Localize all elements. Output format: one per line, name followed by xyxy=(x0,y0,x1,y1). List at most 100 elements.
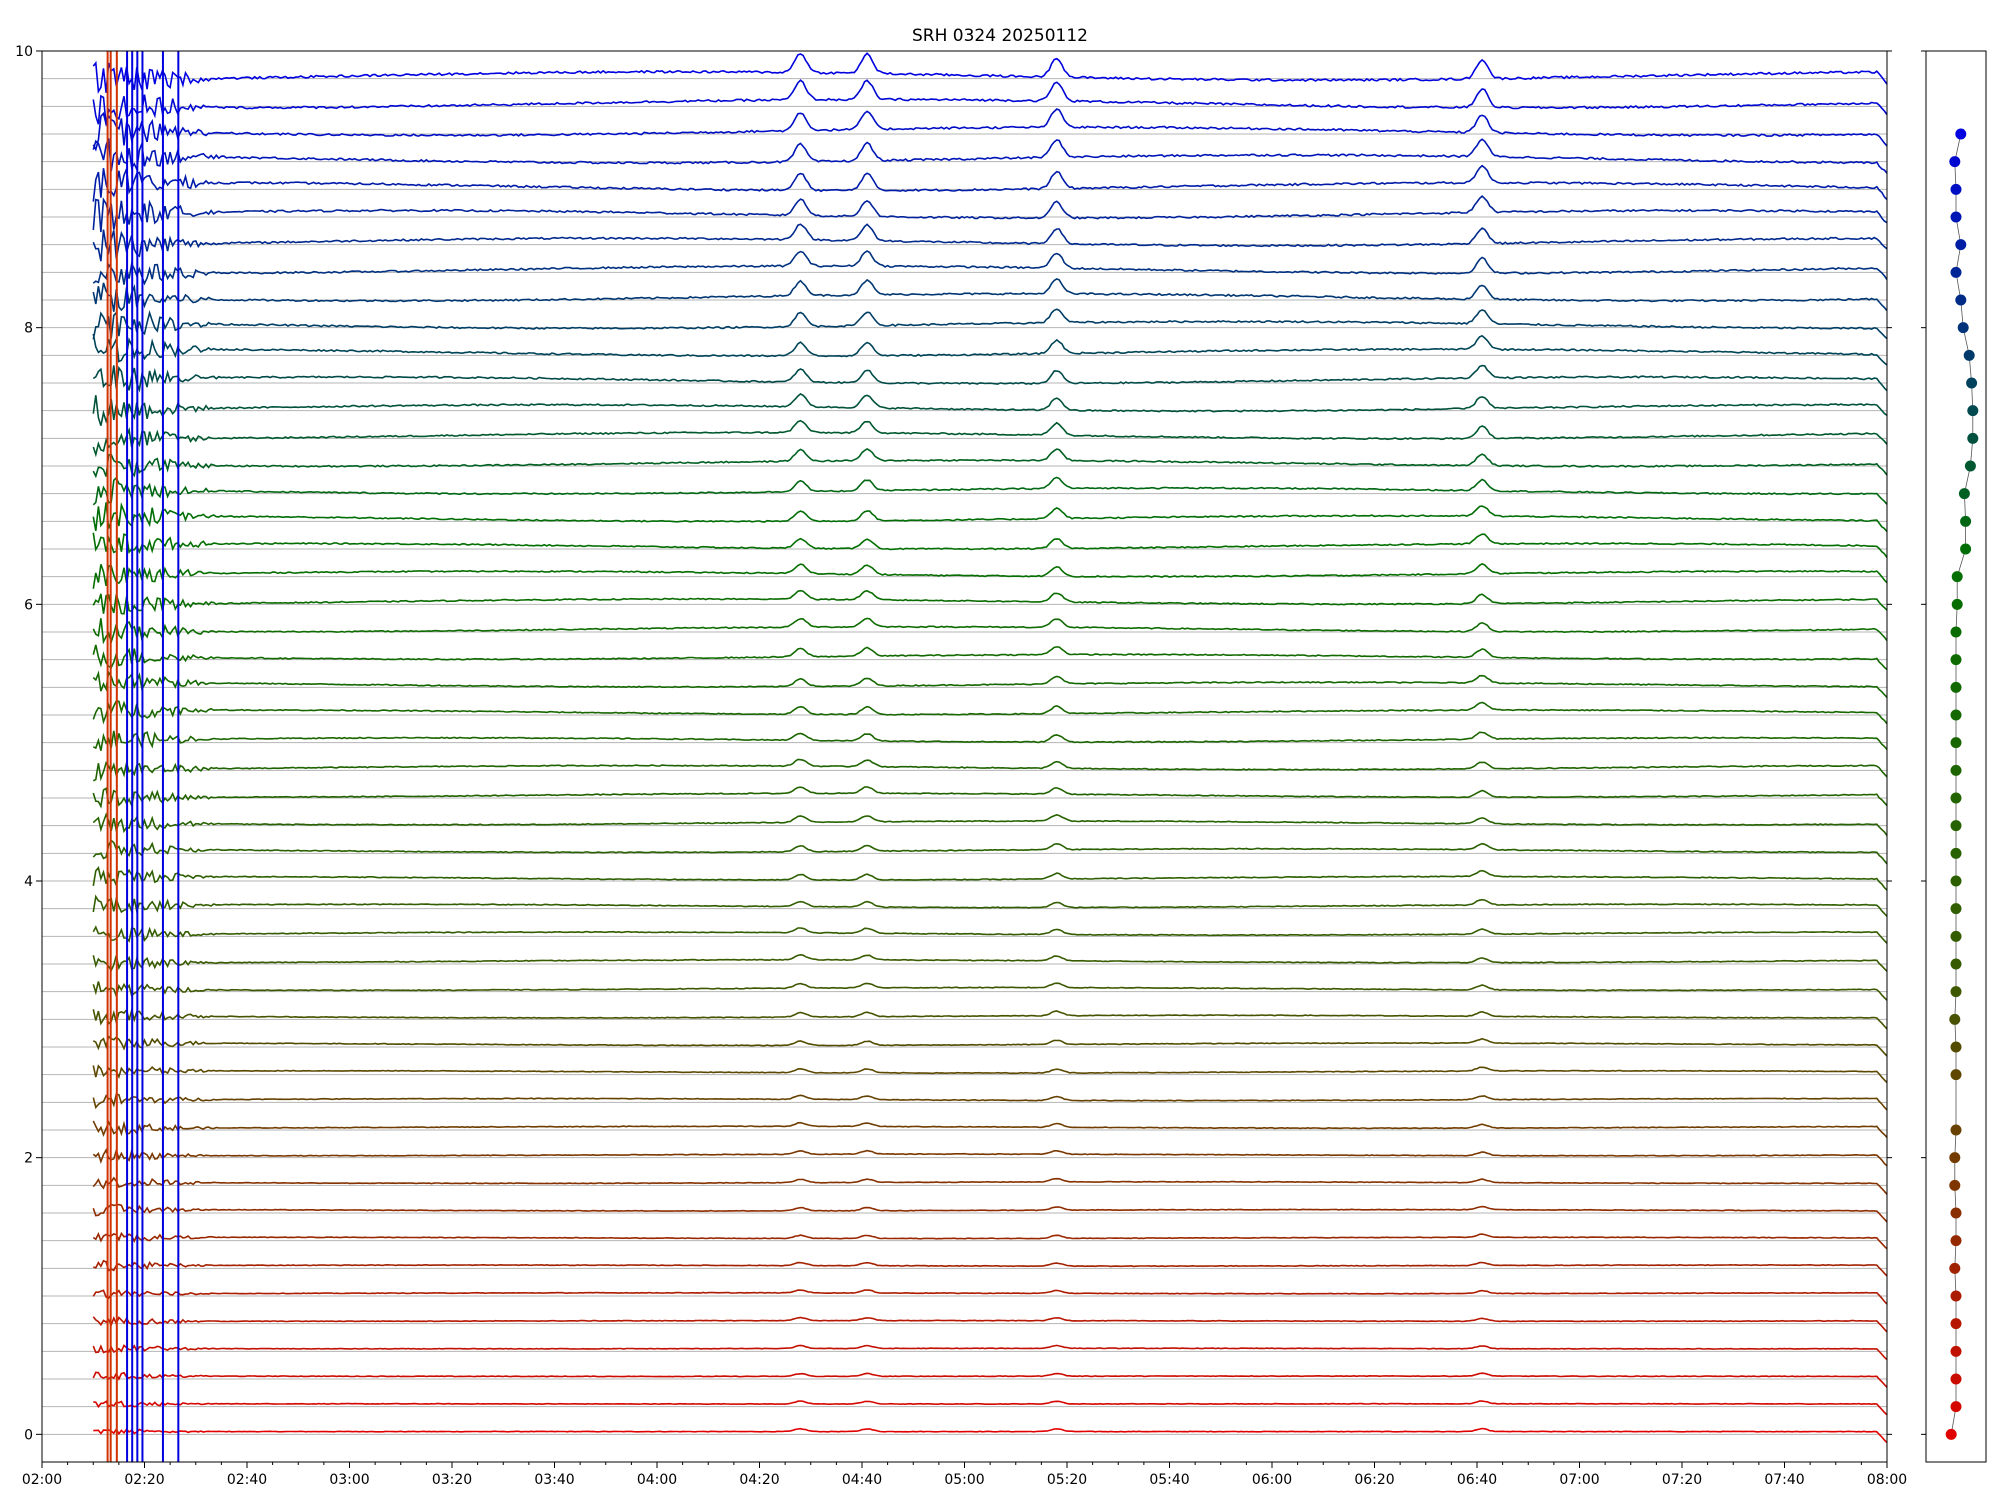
channel-trace xyxy=(92,138,1887,174)
channel-trace xyxy=(92,1093,1887,1111)
channel-trace xyxy=(92,1231,1887,1250)
x-tick-label: 04:20 xyxy=(739,1472,779,1488)
channel-trace xyxy=(93,1427,1887,1444)
side-point xyxy=(1950,1401,1962,1413)
side-point xyxy=(1963,349,1975,361)
side-point xyxy=(1950,1069,1962,1081)
x-tick-label: 07:20 xyxy=(1662,1472,1702,1488)
channel-trace xyxy=(92,758,1887,782)
side-point xyxy=(1950,681,1962,693)
side-point xyxy=(1950,847,1962,859)
channel-trace xyxy=(92,563,1887,589)
x-tick-label: 05:00 xyxy=(944,1472,984,1488)
channel-trace xyxy=(92,700,1887,725)
side-point xyxy=(1955,239,1967,251)
y-tick-label: 0 xyxy=(24,1427,33,1443)
channel-trace xyxy=(92,1371,1887,1388)
channel-trace xyxy=(92,364,1887,393)
channel-trace xyxy=(92,250,1887,286)
side-point xyxy=(1960,543,1972,555)
channel-trace xyxy=(92,393,1887,426)
side-point xyxy=(1950,654,1962,666)
side-point xyxy=(1950,1345,1962,1357)
channel-trace xyxy=(92,730,1887,751)
channel-trace xyxy=(92,589,1887,615)
main-plot-area: 02:00 02:20 02:40 03:00 03:20 03:40 04:00 04:20… xyxy=(15,44,1907,1488)
channel-trace xyxy=(92,644,1887,671)
channel-trace xyxy=(92,195,1887,233)
channel-trace xyxy=(92,1344,1887,1361)
x-tick-label: 03:20 xyxy=(432,1472,472,1488)
side-point xyxy=(1955,128,1967,140)
x-tick-label: 07:00 xyxy=(1559,1472,1599,1488)
x-tick-label: 07:40 xyxy=(1764,1472,1804,1488)
x-tick-label: 05:40 xyxy=(1149,1472,1189,1488)
side-point xyxy=(1950,1235,1962,1247)
channel-trace xyxy=(92,502,1887,533)
side-point xyxy=(1949,1179,1961,1191)
channel-trace xyxy=(92,981,1887,1001)
channel-trace xyxy=(92,79,1887,125)
side-plot-frame xyxy=(1925,50,1987,1463)
side-point xyxy=(1950,709,1962,721)
channel-trace xyxy=(92,617,1887,645)
side-point xyxy=(1958,488,1970,500)
x-tick-label: 06:20 xyxy=(1354,1472,1394,1488)
channel-trace xyxy=(93,1400,1887,1416)
side-point xyxy=(1950,1318,1962,1330)
y-tick-label: 6 xyxy=(24,597,33,613)
channel-trace xyxy=(92,108,1887,152)
channel-trace xyxy=(92,1203,1887,1223)
side-point xyxy=(1950,930,1962,942)
channel-trace xyxy=(92,1147,1887,1167)
side-point xyxy=(1950,1290,1962,1302)
channel-trace xyxy=(92,1120,1887,1139)
y-axis-ticks: 0 2 4 6 8 10 xyxy=(15,44,1892,1443)
x-tick-label: 04:00 xyxy=(637,1472,677,1488)
channel-trace xyxy=(92,1316,1887,1333)
channel-trace xyxy=(92,953,1887,973)
side-point xyxy=(1949,1013,1961,1025)
side-point xyxy=(1949,1152,1961,1164)
channel-trace xyxy=(92,333,1887,366)
x-tick-label: 02:00 xyxy=(22,1472,62,1488)
y-tick-label: 8 xyxy=(24,321,33,337)
x-tick-label: 06:40 xyxy=(1457,1472,1497,1488)
x-tick-label: 03:00 xyxy=(329,1472,369,1488)
channel-trace xyxy=(92,447,1887,479)
channel-trace xyxy=(92,277,1887,312)
side-point xyxy=(1966,377,1978,389)
side-point xyxy=(1950,958,1962,970)
side-point xyxy=(1950,764,1962,776)
channel-trace xyxy=(92,670,1887,698)
x-tick-label: 08:00 xyxy=(1867,1472,1907,1488)
side-point xyxy=(1950,875,1962,887)
side-point xyxy=(1945,1428,1957,1440)
channel-trace xyxy=(92,894,1887,917)
channel-traces xyxy=(92,51,1887,1462)
side-point xyxy=(1950,1124,1962,1136)
channel-trace xyxy=(92,925,1887,944)
y-tick-label: 2 xyxy=(24,1151,33,1167)
side-point xyxy=(1950,211,1962,223)
channel-trace xyxy=(92,1289,1887,1305)
baseline-grid xyxy=(42,78,1887,1435)
side-point xyxy=(1955,294,1967,306)
channel-trace xyxy=(92,308,1887,340)
side-point xyxy=(1950,1207,1962,1219)
x-tick-label: 04:40 xyxy=(842,1472,882,1488)
channel-trace xyxy=(92,866,1887,891)
channel-trace xyxy=(92,532,1887,559)
channel-trace xyxy=(92,1007,1887,1030)
side-point xyxy=(1949,156,1961,168)
y-tick-label: 10 xyxy=(15,44,33,60)
channel-trace xyxy=(92,786,1887,809)
side-point xyxy=(1964,460,1976,472)
side-point xyxy=(1950,737,1962,749)
side-point xyxy=(1957,322,1969,334)
channel-trace xyxy=(92,223,1887,262)
x-tick-label: 05:20 xyxy=(1047,1472,1087,1488)
channel-trace xyxy=(93,1259,1887,1277)
side-point xyxy=(1950,626,1962,638)
